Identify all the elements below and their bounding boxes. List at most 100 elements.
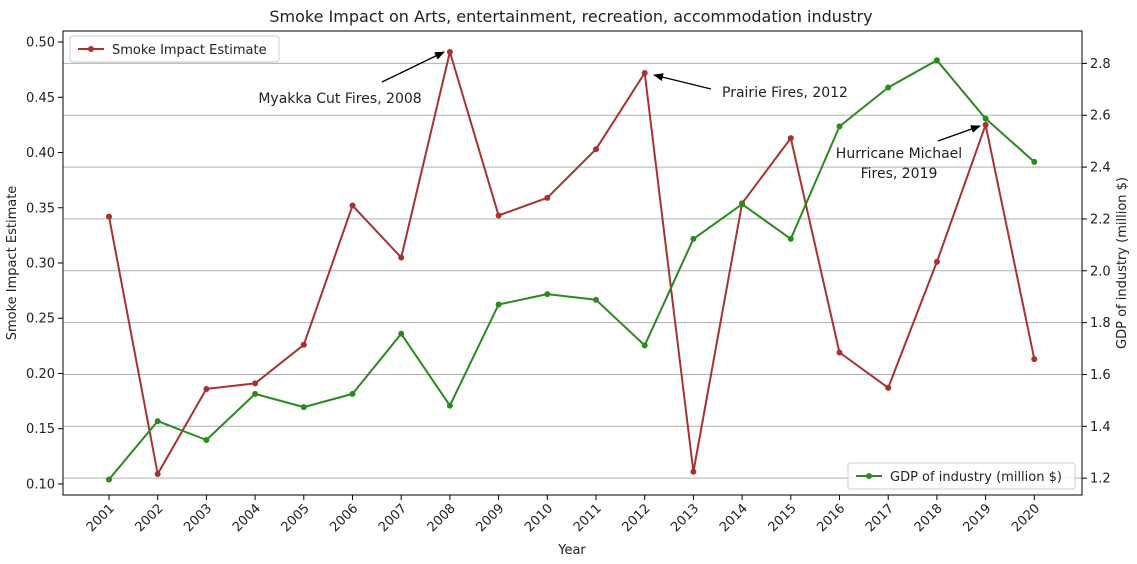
x-tick-label-2001: 2001 — [84, 501, 118, 535]
legend-label-gdp: GDP of industry (million $) — [890, 470, 1062, 485]
point-gdp-2012 — [641, 342, 648, 349]
x-tick-label-2003: 2003 — [181, 501, 215, 535]
point-gdp-2006 — [349, 390, 356, 397]
annotation-arrow-2019 — [937, 125, 981, 142]
point-smoke-impact-2018 — [933, 258, 940, 265]
x-tick-label-2008: 2008 — [425, 501, 459, 535]
point-gdp-2005 — [300, 404, 307, 411]
point-smoke-impact-2006 — [349, 202, 356, 209]
chart-title: Smoke Impact on Arts, entertainment, rec… — [269, 7, 872, 26]
point-smoke-impact-2008 — [446, 48, 453, 55]
x-tick-label-2006: 2006 — [327, 501, 361, 535]
point-gdp-2020 — [1031, 158, 1038, 165]
x-tick-label-2013: 2013 — [668, 501, 702, 535]
point-gdp-2007 — [398, 330, 405, 337]
point-gdp-2014 — [739, 201, 746, 208]
right-tick-label-1.8: 1.8 — [1090, 316, 1111, 331]
point-smoke-impact-2001 — [106, 213, 112, 220]
legend-box — [847, 462, 1076, 490]
legend-label-smoke: Smoke Impact Estimate — [112, 43, 267, 58]
grid-lines — [63, 62, 1082, 479]
point-smoke-impact-2015 — [787, 135, 794, 142]
point-smoke-impact-2007 — [398, 254, 405, 261]
x-tick-label-2012: 2012 — [620, 501, 654, 535]
x-tick-label-2010: 2010 — [522, 501, 556, 535]
point-smoke-impact-2013 — [690, 468, 697, 475]
left-tick-label-0.45: 0.45 — [26, 91, 55, 106]
point-gdp-2018 — [933, 57, 940, 64]
right-y-axis-label: GDP of industry (million $) — [1115, 177, 1130, 349]
left-tick-label-0.10: 0.10 — [26, 477, 55, 492]
point-smoke-impact-2004 — [252, 380, 259, 387]
point-smoke-impact-2016 — [836, 349, 843, 356]
point-gdp-2002 — [154, 418, 161, 425]
annotation-prairie-fires: Prairie Fires, 2012 — [722, 85, 848, 101]
point-gdp-2001 — [106, 476, 112, 483]
point-smoke-impact-2003 — [203, 385, 210, 392]
left-tick-label-0.35: 0.35 — [26, 201, 55, 216]
point-gdp-2017 — [885, 84, 892, 91]
x-tick-label-2016: 2016 — [814, 501, 848, 535]
x-tick-label-2015: 2015 — [766, 501, 800, 535]
point-smoke-impact-2002 — [154, 471, 161, 478]
x-tick-label-2005: 2005 — [279, 501, 313, 535]
series-line-gdp — [108, 59, 1035, 481]
point-gdp-2010 — [544, 291, 551, 298]
point-smoke-impact-2012 — [641, 69, 648, 76]
right-tick-label-1.6: 1.6 — [1090, 368, 1111, 383]
x-tick-label-2014: 2014 — [717, 501, 751, 535]
left-y-axis: 0.10 0.15 0.20 0.25 0.30 0.35 0.40 0.45 0.50 — [26, 36, 63, 492]
left-tick-label-0.30: 0.30 — [26, 257, 55, 272]
annotation-myakka-cut-fires: Myakka Cut Fires, 2008 — [258, 91, 421, 107]
left-tick-label-0.50: 0.50 — [26, 36, 55, 51]
legend-box — [69, 35, 280, 63]
point-gdp-2003 — [203, 437, 210, 444]
left-tick-label-0.25: 0.25 — [26, 312, 55, 327]
x-axis: 2001 2002 2003 2004 2005 2006 2007 2008 2009 2010… — [84, 495, 1043, 535]
point-gdp-2008 — [446, 402, 453, 409]
right-tick-label-2.6: 2.6 — [1090, 109, 1111, 124]
right-tick-label-1.2: 1.2 — [1090, 472, 1111, 487]
point-smoke-impact-2019 — [982, 121, 989, 128]
left-y-axis-label: Smoke Impact Estimate — [5, 186, 20, 341]
right-tick-label-1.4: 1.4 — [1090, 420, 1111, 435]
point-gdp-2019 — [982, 115, 989, 122]
x-tick-label-2004: 2004 — [230, 501, 264, 535]
x-tick-label-2018: 2018 — [912, 501, 946, 535]
annotation-hurricane-michael-fires-line-2: Fires, 2019 — [861, 166, 938, 182]
point-gdp-2016 — [836, 123, 843, 130]
right-tick-label-2.8: 2.8 — [1090, 57, 1111, 72]
point-gdp-2004 — [252, 390, 259, 397]
legend-smoke-impact: Smoke Impact Estimate — [69, 35, 280, 63]
x-tick-label-2019: 2019 — [960, 501, 994, 535]
legend-gdp: GDP of industry (million $) — [847, 462, 1076, 490]
x-tick-label-2007: 2007 — [376, 501, 410, 535]
annotation-arrow-2012 — [653, 73, 712, 90]
point-gdp-2009 — [495, 301, 502, 308]
x-tick-label-2011: 2011 — [571, 501, 605, 535]
series-layer — [106, 48, 1038, 483]
annotations: Myakka Cut Fires, 2008 Prairie Fires, 20… — [258, 51, 981, 182]
point-smoke-impact-2020 — [1031, 356, 1038, 363]
series-line-smoke-impact — [108, 51, 1036, 475]
annotation-arrow-2008 — [381, 51, 445, 83]
x-axis-label: Year — [557, 543, 586, 558]
right-tick-label-2.4: 2.4 — [1090, 161, 1111, 176]
right-tick-label-2.0: 2.0 — [1090, 264, 1111, 279]
point-smoke-impact-2005 — [300, 341, 307, 348]
point-smoke-impact-2017 — [885, 384, 892, 391]
x-tick-label-2020: 2020 — [1009, 501, 1043, 535]
right-y-axis: 1.2 1.4 1.6 1.8 2.0 2.2 2.4 2.6 2.8 — [1082, 57, 1111, 487]
left-tick-label-0.40: 0.40 — [26, 146, 55, 161]
x-tick-label-2009: 2009 — [473, 501, 507, 535]
x-tick-label-2002: 2002 — [133, 501, 167, 535]
left-tick-label-0.20: 0.20 — [26, 367, 55, 382]
point-smoke-impact-2011 — [593, 146, 599, 153]
point-smoke-impact-2009 — [495, 212, 502, 219]
legend-marker-gdp — [866, 473, 872, 479]
legend-marker-smoke — [88, 46, 94, 52]
plot-frame — [62, 30, 1083, 496]
x-tick-label-2017: 2017 — [863, 501, 897, 535]
point-gdp-2015 — [787, 235, 794, 242]
